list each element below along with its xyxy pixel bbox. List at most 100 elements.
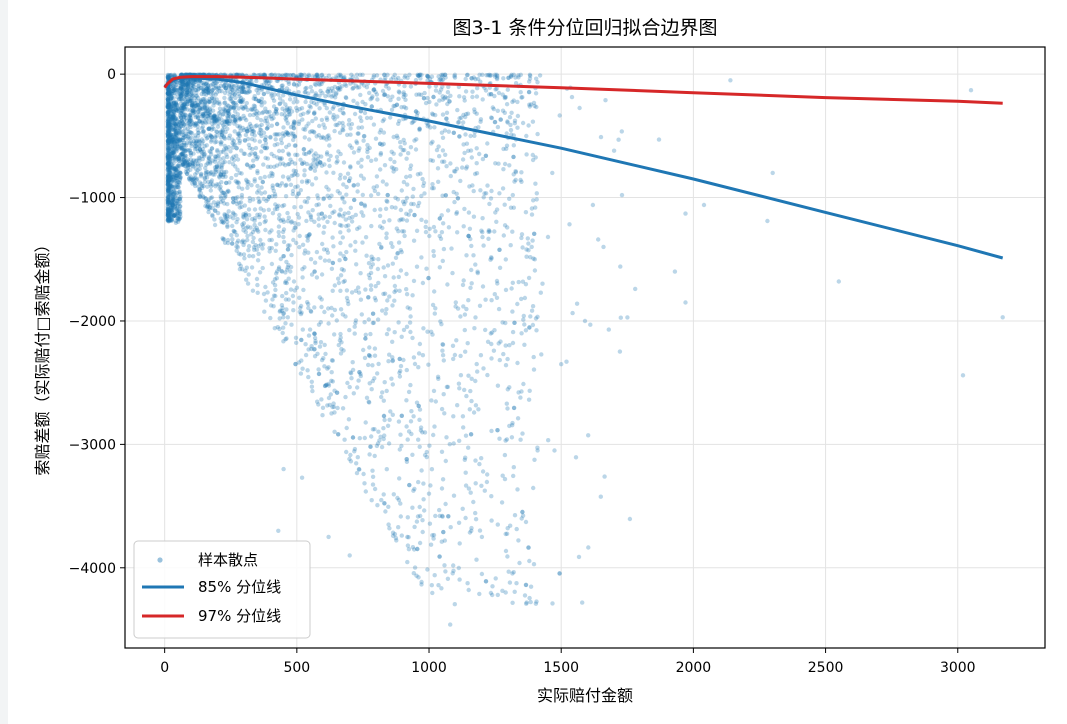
scatter-point bbox=[312, 354, 318, 359]
scatter-point bbox=[489, 256, 494, 261]
scatter-point bbox=[489, 115, 495, 121]
scatter-point bbox=[511, 405, 517, 411]
scatter-point bbox=[355, 385, 360, 390]
scatter-point bbox=[425, 73, 430, 79]
scatter-point bbox=[383, 75, 388, 81]
scatter-point bbox=[233, 83, 238, 88]
scatter-point bbox=[362, 435, 367, 441]
scatter-point bbox=[390, 412, 395, 417]
scatter-point bbox=[370, 94, 375, 99]
scatter-point bbox=[319, 211, 324, 216]
scatter-point bbox=[221, 190, 226, 196]
scatter-point bbox=[518, 437, 523, 442]
scatter-point bbox=[364, 253, 369, 258]
scatter-point bbox=[229, 233, 234, 238]
scatter-point bbox=[193, 121, 198, 126]
scatter-point bbox=[265, 125, 271, 130]
scatter-point bbox=[167, 148, 172, 154]
scatter-point bbox=[436, 74, 441, 79]
scatter-point bbox=[237, 138, 243, 143]
scatter-point bbox=[235, 123, 240, 129]
scatter-point bbox=[276, 229, 281, 235]
scatter-point bbox=[372, 207, 377, 213]
scatter-point bbox=[172, 172, 177, 178]
scatter-point bbox=[349, 376, 354, 381]
scatter-point bbox=[526, 248, 531, 253]
scatter-point bbox=[402, 141, 407, 146]
scatter-point bbox=[166, 186, 171, 192]
scatter-point bbox=[194, 146, 199, 151]
scatter-point bbox=[289, 131, 294, 136]
scatter-point bbox=[267, 237, 272, 243]
scatter-point bbox=[350, 435, 356, 440]
scatter-point bbox=[384, 467, 389, 472]
scatter-point bbox=[179, 137, 184, 142]
scatter-point bbox=[167, 120, 172, 125]
scatter-point bbox=[473, 481, 478, 486]
scatter-point bbox=[199, 98, 204, 103]
scatter-point bbox=[405, 543, 411, 548]
scatter-point bbox=[370, 311, 376, 316]
scatter-point bbox=[361, 347, 366, 353]
scatter-point bbox=[310, 388, 315, 394]
scatter-point bbox=[461, 224, 466, 229]
scatter-point bbox=[311, 100, 317, 106]
scatter-point bbox=[524, 152, 529, 157]
scatter-point bbox=[508, 205, 514, 210]
scatter-point bbox=[432, 125, 437, 130]
quantile-line-85 bbox=[163, 76, 1004, 260]
scatter-point bbox=[531, 485, 536, 491]
scatter-point bbox=[479, 456, 484, 461]
scatter-point bbox=[511, 205, 516, 210]
scatter-point bbox=[245, 185, 250, 190]
scatter-point bbox=[377, 130, 382, 135]
scatter-point bbox=[510, 329, 516, 335]
scatter-point bbox=[172, 166, 177, 171]
scatter-point bbox=[450, 270, 455, 276]
scatter-point bbox=[430, 182, 435, 187]
scatter-point bbox=[352, 197, 357, 203]
scatter-point bbox=[255, 155, 260, 160]
scatter-point bbox=[580, 600, 585, 605]
scatter-point bbox=[330, 379, 335, 384]
scatter-point bbox=[324, 382, 329, 388]
scatter-point bbox=[198, 171, 204, 176]
scatter-point bbox=[519, 516, 524, 521]
scatter-point bbox=[370, 311, 376, 316]
scatter-point bbox=[406, 429, 412, 434]
scatter-point bbox=[366, 295, 371, 300]
scatter-point bbox=[484, 479, 490, 485]
scatter-point bbox=[313, 339, 318, 344]
scatter-point bbox=[188, 80, 194, 85]
scatter-point bbox=[492, 119, 498, 125]
scatter-point bbox=[510, 600, 515, 605]
scatter-point bbox=[489, 188, 494, 194]
scatter-point bbox=[263, 155, 268, 161]
scatter-point bbox=[367, 381, 372, 386]
scatter-point bbox=[222, 136, 227, 141]
scatter-point bbox=[165, 172, 171, 177]
scatter-point bbox=[401, 92, 406, 97]
scatter-point bbox=[299, 106, 305, 111]
scatter-point bbox=[381, 130, 387, 135]
scatter-point bbox=[503, 257, 508, 262]
scatter-point bbox=[340, 106, 345, 111]
scatter-point bbox=[497, 247, 502, 252]
scatter-point bbox=[270, 211, 276, 216]
scatter-point bbox=[174, 178, 180, 183]
scatter-point bbox=[417, 540, 423, 546]
scatter-point bbox=[357, 146, 362, 151]
scatter-point bbox=[338, 307, 344, 312]
scatter-point bbox=[469, 267, 474, 273]
scatter-point bbox=[417, 126, 422, 131]
scatter-point bbox=[346, 223, 351, 228]
scatter-point bbox=[186, 159, 191, 164]
scatter-point bbox=[322, 364, 327, 369]
scatter-point bbox=[465, 581, 470, 586]
scatter-point bbox=[564, 359, 569, 364]
scatter-point bbox=[184, 133, 189, 139]
scatter-point bbox=[466, 210, 472, 215]
scatter-point bbox=[356, 125, 361, 130]
scatter-point bbox=[458, 373, 464, 378]
scatter-point bbox=[184, 81, 189, 87]
